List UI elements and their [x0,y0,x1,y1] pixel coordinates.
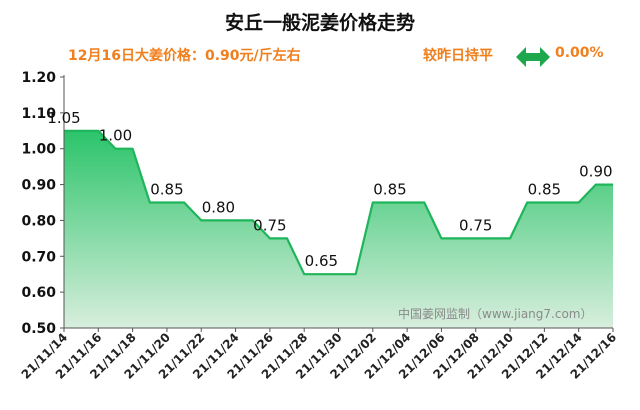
y-tick-label: 0.70 [21,249,56,265]
y-tick-label: 0.50 [21,321,56,337]
y-tick-label: 1.00 [21,142,56,158]
data-label: 0.85 [373,181,406,199]
chart-title: 安丘一般泥姜价格走势 [224,12,415,34]
price-line [64,129,613,276]
data-label: 0.85 [528,181,561,199]
y-tick-label: 1.20 [21,70,56,86]
data-label: 0.65 [305,252,338,270]
watermark-text: 中国姜网监制（www.jiang7.com） [398,306,592,321]
y-tick-label: 0.60 [21,285,56,301]
data-label: 0.90 [579,163,612,181]
data-label: 0.80 [202,198,235,216]
price-area [64,130,613,328]
price-text: 12月16日大姜价格：0.90元/斤左右 [68,48,301,64]
y-tick-label: 0.90 [21,178,56,194]
data-label: 0.75 [253,216,286,234]
y-tick-label: 1.10 [21,106,56,122]
data-label: 1.00 [99,127,132,145]
data-label: 0.75 [459,216,492,234]
y-tick-label: 0.80 [21,213,56,229]
double-arrow-icon [516,47,550,67]
change-value: 0.00% [555,45,604,61]
data-label: 1.05 [47,109,80,127]
compare-text: 较昨日持平 [423,48,493,64]
data-label: 0.85 [150,181,183,199]
